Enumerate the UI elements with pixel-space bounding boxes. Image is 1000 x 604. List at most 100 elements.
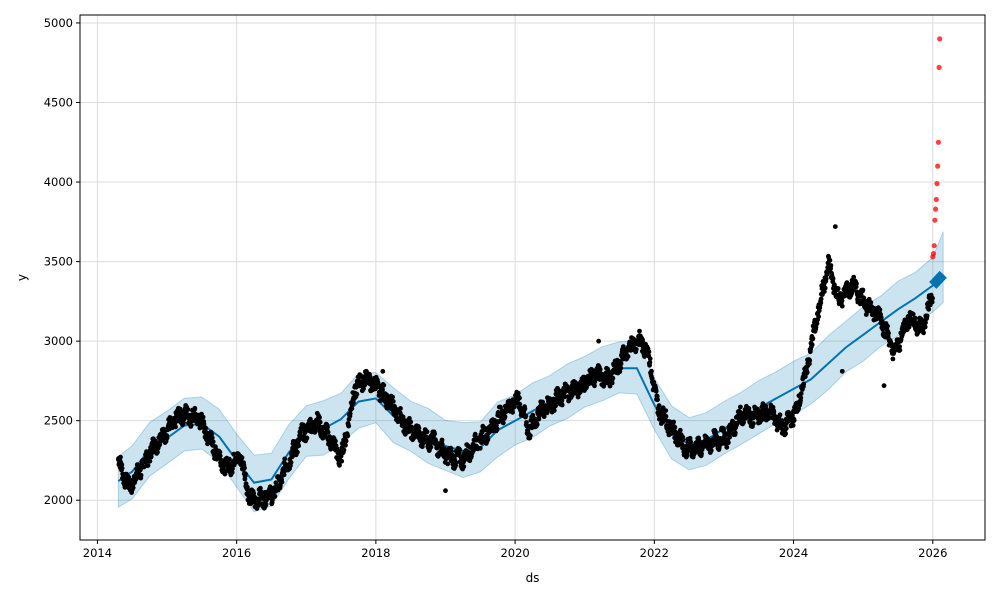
x-tick-label: 2018 [361,546,390,560]
observed-point [515,390,521,396]
observed-point [818,296,824,302]
observed-point [523,413,529,419]
outlier-point [930,251,937,257]
observed-point [724,444,730,450]
observed-point [790,423,796,428]
x-axis: 2014 2016 2018 2020 2022 2024 2026 [83,540,947,560]
observed-point [133,476,139,482]
observed-point [390,399,396,404]
y-axis-label: y [15,274,29,281]
observed-point [672,424,678,430]
observed-point [554,398,560,404]
observed-point [609,380,615,386]
observed-point [741,420,746,425]
observed-point [245,484,250,490]
observed-point [910,311,916,317]
x-tick-label: 2024 [779,546,808,560]
outlier-point [932,217,938,223]
observed-point [655,397,660,403]
observed-point [522,406,528,412]
observed-point [524,420,529,425]
observed-point [771,409,777,415]
observed-point [592,383,597,389]
observed-point [532,416,538,422]
observed-point [164,435,170,441]
plot-frame [79,14,986,541]
observed-point [727,434,732,440]
observed-point [477,445,483,451]
observed-point [457,447,463,453]
observed-point [347,411,353,417]
observed-point [461,464,467,469]
observed-point [398,406,403,411]
observed-point [930,295,935,301]
observed-point [656,403,662,408]
observed-point [921,330,926,336]
observed-point [334,446,340,452]
observed-point [545,408,551,413]
observed-point [517,401,523,407]
uncertainty-band [117,231,944,513]
observed-point [559,402,565,408]
x-tick-label: 2016 [222,546,251,560]
observed-point [361,386,366,392]
observed-point [443,488,448,494]
observed-point [653,388,659,394]
observed-point [881,383,887,389]
observed-point [810,336,816,341]
forecast-line [117,273,944,484]
observed-point [439,442,445,447]
observed-point [229,470,235,475]
observed-point [830,276,836,282]
observed-point [217,449,223,455]
observed-point [929,299,935,305]
observed-point [924,313,930,319]
y-tick-label: 5000 [44,16,73,30]
observed-point [317,419,323,425]
observed-point [263,501,269,507]
observed-point [649,368,654,374]
observed-point [813,324,819,330]
outlier-point [933,196,939,203]
observed-point [325,429,331,435]
observed-point [200,414,206,420]
forecast-line-layer [117,270,947,484]
observed-point [818,300,824,306]
observed-point [726,440,731,445]
observed-point [534,422,540,427]
uncertainty-band-layer [117,231,944,513]
observed-point [210,439,216,445]
observed-point [647,360,653,365]
observed-point [926,306,932,312]
observed-point [684,452,690,458]
observed-point [618,365,624,371]
observed-point [145,463,151,468]
observed-point [337,462,342,468]
observed-point [527,433,533,438]
observed-point [231,451,237,457]
y-tick-label: 4000 [44,175,73,189]
observed-point [304,435,310,441]
observed-point [868,300,874,305]
observed-point [281,472,287,478]
observed-point [897,344,902,349]
x-axis-label: ds [526,571,540,585]
observed-point [432,431,438,437]
observed-point [807,358,813,363]
observed-point [341,447,347,453]
observed-point [734,421,740,426]
observed-point [185,407,191,412]
observed-point [288,460,294,465]
observed-point [494,426,500,432]
observed-point [663,408,669,413]
y-tick-label: 2000 [44,493,73,507]
observed-point [333,438,338,444]
observed-point [854,281,859,286]
observed-point [192,405,198,411]
observed-point [485,437,491,442]
observed-point [835,286,841,291]
observed-points-layer [115,224,935,511]
observed-point [118,454,123,460]
